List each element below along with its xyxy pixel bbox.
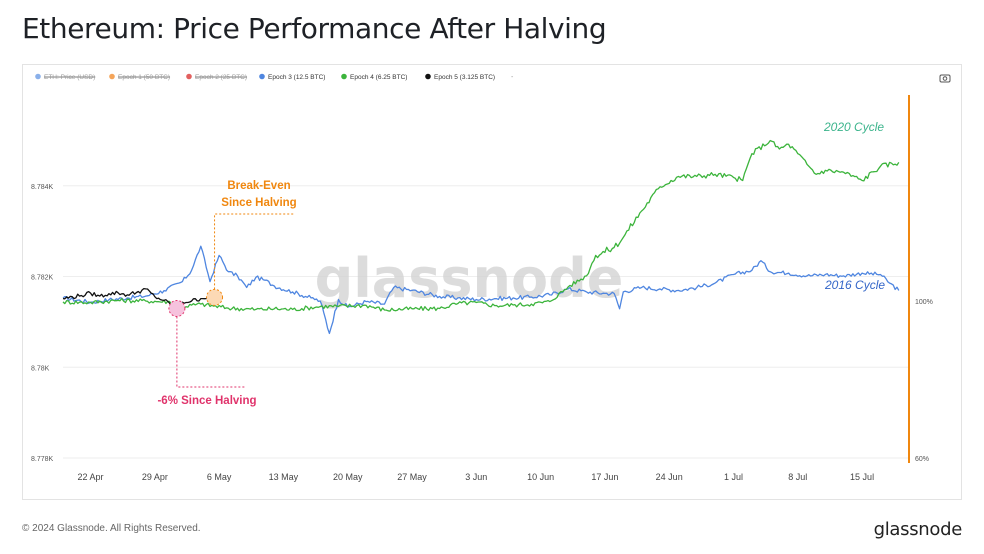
x-tick-label: 17 Jun (591, 472, 618, 482)
y-tick-label: 8.78K (31, 365, 50, 372)
x-tick-label: 13 May (269, 472, 299, 482)
legend-item[interactable]: Epoch 4 (6.25 BTC) (350, 74, 407, 81)
chart-frame: 8.778K 8.78K 8.782K 8.784K 60% 100% 22 Apr 29 A… (22, 64, 962, 500)
x-tick-label: 6 May (207, 472, 232, 482)
legend-swatch (35, 73, 41, 80)
y-tick-label: 8.784K (31, 184, 54, 191)
legend-swatch (109, 73, 115, 80)
minus6-leader (176, 316, 245, 388)
right-axis-label: 60% (915, 456, 929, 463)
x-tick-label: 22 Apr (78, 472, 104, 482)
series-line-5 (62, 287, 215, 307)
watermark: glassnode (315, 247, 624, 310)
x-tick-label: 1 Jul (724, 472, 743, 482)
legend-item[interactable]: ETH: Price (USD) (44, 74, 95, 81)
series-line-4 (62, 139, 900, 312)
y-tick-label: 8.782K (31, 275, 54, 282)
footer-copyright: © 2024 Glassnode. All Rights Reserved. (22, 523, 201, 534)
legend-swatch (341, 73, 347, 80)
x-tick-label: 8 Jul (788, 472, 807, 482)
x-tick-label: 15 Jul (850, 472, 874, 482)
legend-swatch (259, 73, 265, 80)
legend-item[interactable]: Epoch 3 (12.5 BTC) (268, 74, 325, 81)
footer-logo: glassnode (873, 519, 963, 540)
minus6-label: -6% Since Halving (157, 395, 256, 407)
legend-swatch (425, 73, 431, 80)
cycle-2020-label: 2020 Cycle (823, 120, 884, 134)
camera-icon[interactable] (939, 74, 951, 83)
legend-item[interactable]: Epoch 2 (25 BTC) (195, 74, 247, 81)
minus6-marker (168, 299, 186, 317)
x-tick-label: 3 Jun (465, 472, 487, 482)
legend-item[interactable]: - (511, 74, 514, 81)
break-even-label: Since Halving (221, 197, 296, 209)
right-axis-label: 100% (915, 299, 933, 306)
legend-item[interactable]: Epoch 5 (3.125 BTC) (434, 74, 495, 81)
break-even-leader (214, 213, 295, 290)
break-even-marker (206, 288, 224, 306)
series-line-3 (62, 245, 900, 335)
x-tick-label: 24 Jun (656, 472, 683, 482)
cycle-2016-label: 2016 Cycle (824, 278, 885, 292)
y-tick-label: 8.778K (31, 456, 54, 463)
page-title: Ethereum: Price Performance After Halvin… (22, 12, 607, 45)
camera-icon-lens (942, 76, 948, 81)
x-tick-label: 10 Jun (527, 472, 554, 482)
x-tick-label: 29 Apr (142, 472, 168, 482)
x-tick-label: 27 May (397, 472, 427, 482)
legend-swatch (186, 73, 192, 80)
x-tick-label: 20 May (333, 472, 363, 482)
break-even-label: Break-Even (227, 180, 290, 192)
chart-svg: 8.778K 8.78K 8.782K 8.784K 60% 100% 22 Apr 29 A… (31, 73, 951, 482)
legend-item[interactable]: Epoch 1 (50 BTC) (118, 74, 170, 81)
